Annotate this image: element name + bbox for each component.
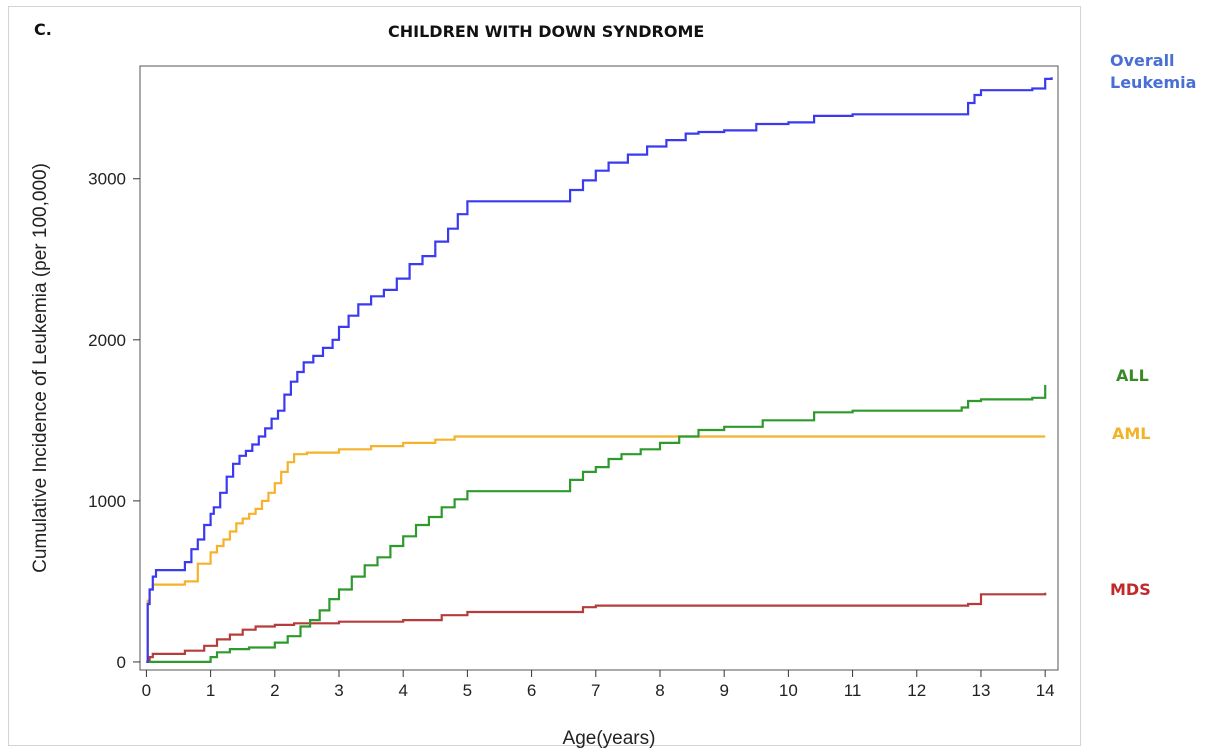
x-tick-label: 3 — [334, 681, 343, 700]
y-tick-label: 0 — [117, 653, 126, 672]
series-label-all: ALL — [1116, 366, 1149, 385]
x-tick-label: 0 — [142, 681, 151, 700]
series-line-aml — [146, 435, 1046, 663]
x-tick-label: 10 — [779, 681, 798, 700]
x-axis-label: Age(years) — [563, 728, 656, 749]
x-tick-label: 4 — [398, 681, 407, 700]
series-label-aml: AML — [1112, 424, 1151, 443]
x-tick-label: 5 — [463, 681, 472, 700]
x-tick-label: 8 — [655, 681, 664, 700]
series-line-overall-leukemia — [146, 77, 1053, 663]
x-tick-label: 11 — [844, 681, 862, 700]
figure-frame — [8, 6, 1081, 746]
series-line-all — [146, 384, 1047, 663]
x-tick-label: 12 — [907, 681, 926, 700]
plot-area — [139, 65, 1059, 671]
series-line-mds — [146, 592, 1047, 663]
x-tick-label: 9 — [719, 681, 728, 700]
y-axis-label: Cumulative Incidence of Leukemia (per 10… — [30, 163, 51, 573]
series-label-mds: MDS — [1110, 580, 1151, 599]
x-tick-label: 6 — [527, 681, 536, 700]
x-tick-label: 7 — [591, 681, 600, 700]
series-label-overall-leukemia: Overall Leukemia — [1110, 51, 1197, 92]
x-tick-label: 2 — [270, 681, 279, 700]
y-tick-label: 2000 — [88, 331, 126, 350]
y-tick-label: 3000 — [88, 170, 126, 189]
y-tick-label: 1000 — [88, 492, 126, 511]
x-tick-label: 1 — [206, 681, 215, 700]
panel-label: C. — [34, 20, 52, 39]
x-tick-label: 13 — [972, 681, 991, 700]
chart-title: CHILDREN WITH DOWN SYNDROME — [388, 22, 705, 41]
x-tick-label: 14 — [1036, 681, 1055, 700]
